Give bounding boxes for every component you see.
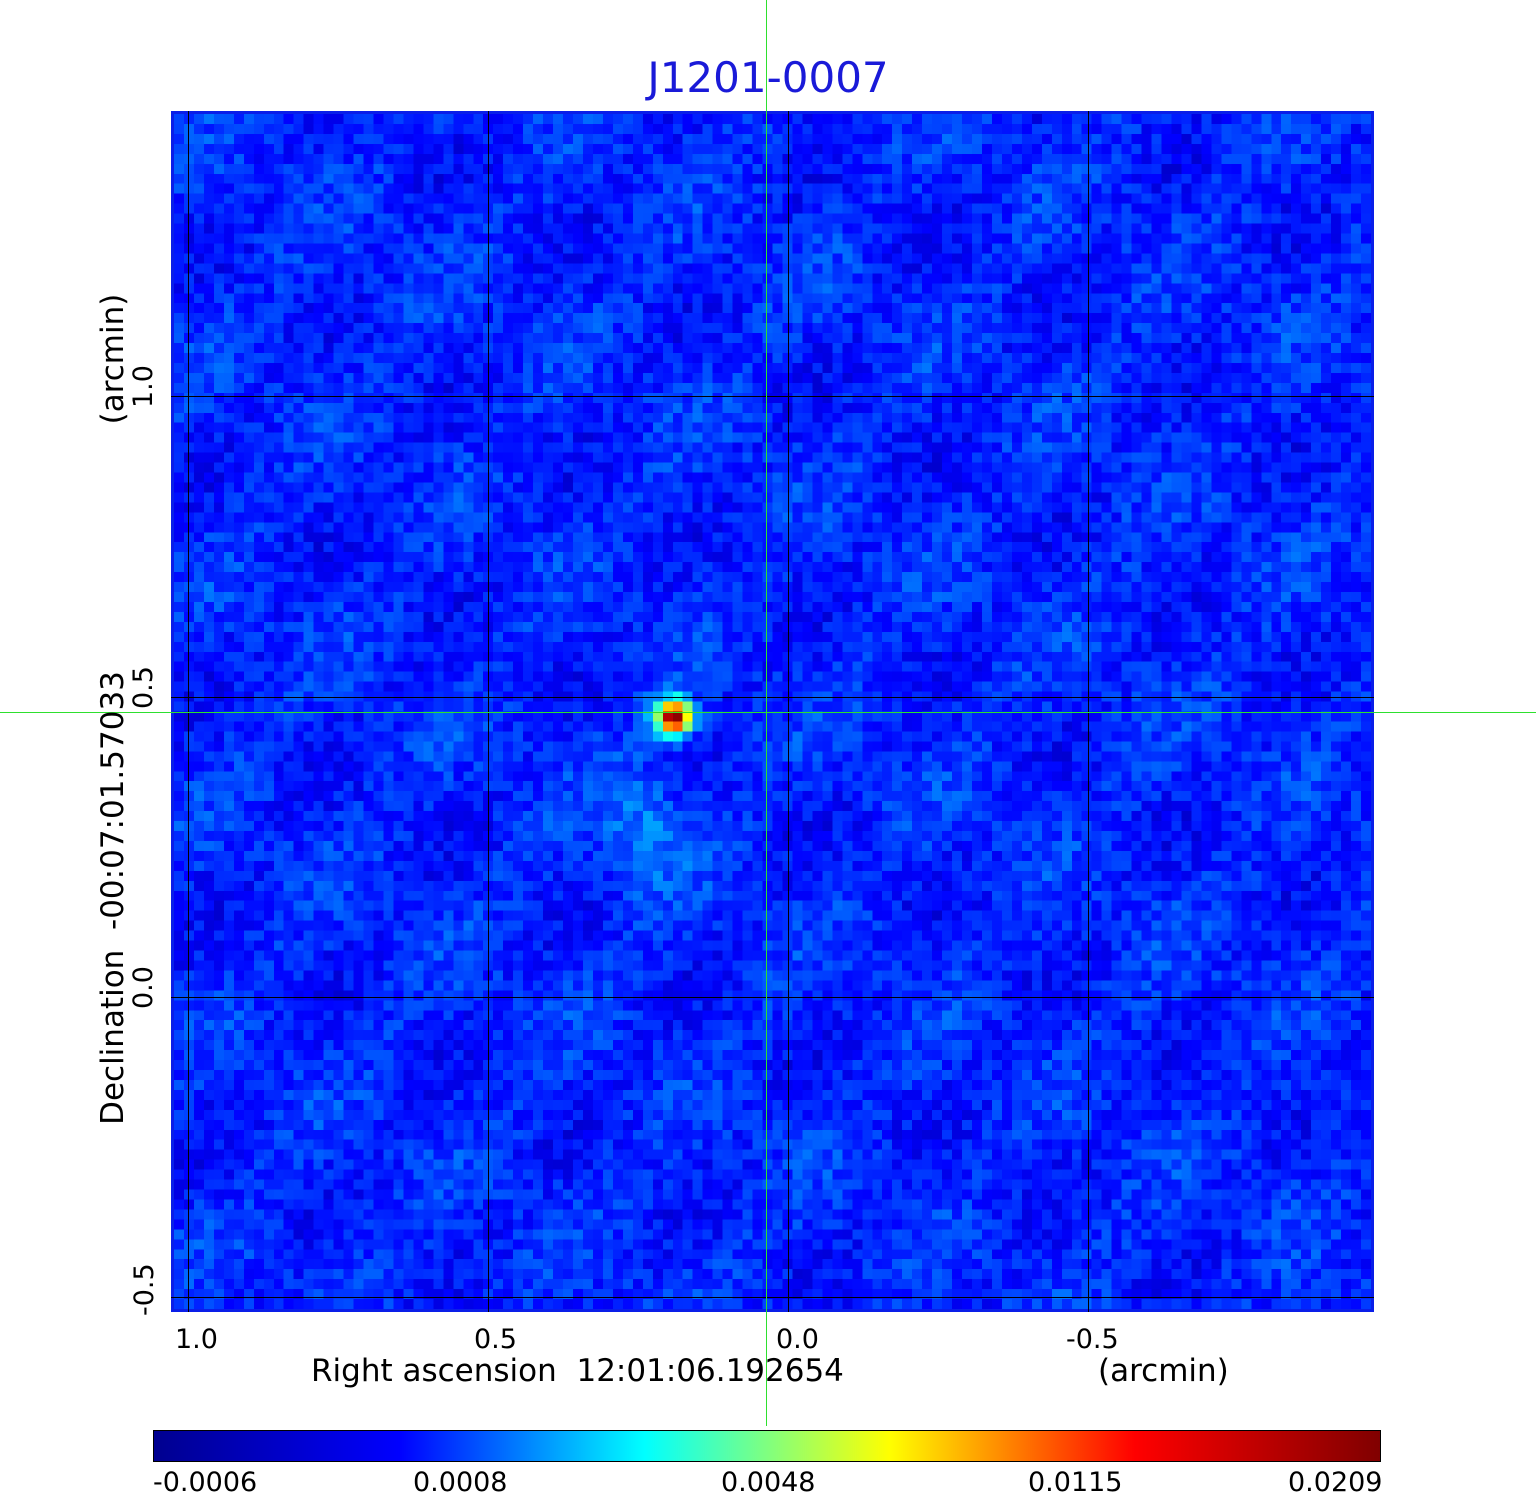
grid-line-y--0.5 — [171, 1297, 1374, 1298]
grid-line-y-0.0 — [171, 997, 1374, 998]
grid-line-x-0.5 — [488, 111, 489, 1312]
y-axis-label: Declination -00:07:01.57033 — [95, 671, 131, 1125]
x-tick-label: 1.0 — [175, 1324, 218, 1355]
grid-line-x-0.0 — [788, 111, 789, 1312]
x-tick-label: 0.5 — [474, 1324, 517, 1355]
grid-line-x--0.5 — [1088, 111, 1089, 1312]
x-axis-unit: (arcmin) — [1098, 1353, 1229, 1389]
grid-line-y-0.5 — [171, 697, 1374, 698]
colorbar-tick-label: -0.0006 — [153, 1467, 258, 1498]
grid-line-x-1.0 — [188, 111, 189, 1312]
x-tick-label: 0.0 — [776, 1324, 819, 1355]
y-tick-label: -0.5 — [129, 1263, 160, 1316]
intensity-map — [174, 114, 1371, 1309]
y-tick-label: 1.0 — [128, 365, 159, 408]
y-tick-label: 0.0 — [128, 966, 159, 1009]
sky-image[interactable] — [171, 111, 1374, 1312]
image-title: J1201-0007 — [647, 53, 889, 102]
x-tick-label: -0.5 — [1066, 1324, 1119, 1355]
colorbar-tick-label: 0.0048 — [721, 1467, 816, 1498]
grid-line-y-1.0 — [171, 396, 1374, 397]
colorbar-tick-label: 0.0008 — [413, 1467, 508, 1498]
colorbar-tick-label: 0.0209 — [1288, 1467, 1383, 1498]
crosshair-vertical — [766, 0, 767, 1426]
x-axis-label: Right ascension 12:01:06.192654 — [311, 1353, 844, 1389]
colorbar — [153, 1430, 1381, 1462]
y-axis-unit: (arcmin) — [95, 293, 131, 425]
y-tick-label: 0.5 — [128, 666, 159, 709]
colorbar-tick-label: 0.0115 — [1028, 1467, 1123, 1498]
crosshair-horizontal — [0, 712, 1536, 713]
